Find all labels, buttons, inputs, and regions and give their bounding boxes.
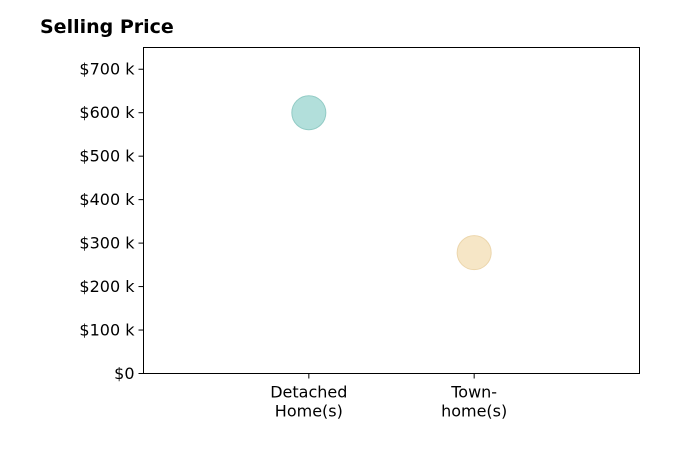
y-axis: $0 $100 k $200 k $300 k $400 k $500 k $600 k $7… (79, 60, 144, 383)
y-tick-label: $400 k (79, 190, 135, 209)
x-tick-label: Detached Home(s) (270, 383, 347, 421)
y-tick-label: $200 k (79, 277, 135, 296)
y-tick-label: $600 k (79, 103, 135, 122)
plot-frame (143, 47, 640, 374)
y-tick-label: $500 k (79, 147, 135, 166)
y-tick-label: $700 k (79, 60, 135, 79)
x-tick-label-line: Home(s) (275, 402, 343, 421)
x-tick-label: Town-home(s) (441, 383, 507, 421)
x-axis: Detached Home(s) Town-home(s) (270, 373, 507, 421)
data-point (456, 235, 492, 271)
x-tick-label-line: Detached (270, 383, 347, 402)
x-tick-label-line: Town- (450, 383, 497, 402)
points-layer (291, 95, 492, 271)
data-point (291, 95, 327, 131)
x-tick-label-line: home(s) (441, 402, 507, 421)
y-tick-label: $0 (114, 364, 134, 383)
chart-title: Selling Price (40, 16, 174, 38)
y-tick-label: $100 k (79, 321, 135, 340)
y-tick-label: $300 k (79, 234, 135, 253)
